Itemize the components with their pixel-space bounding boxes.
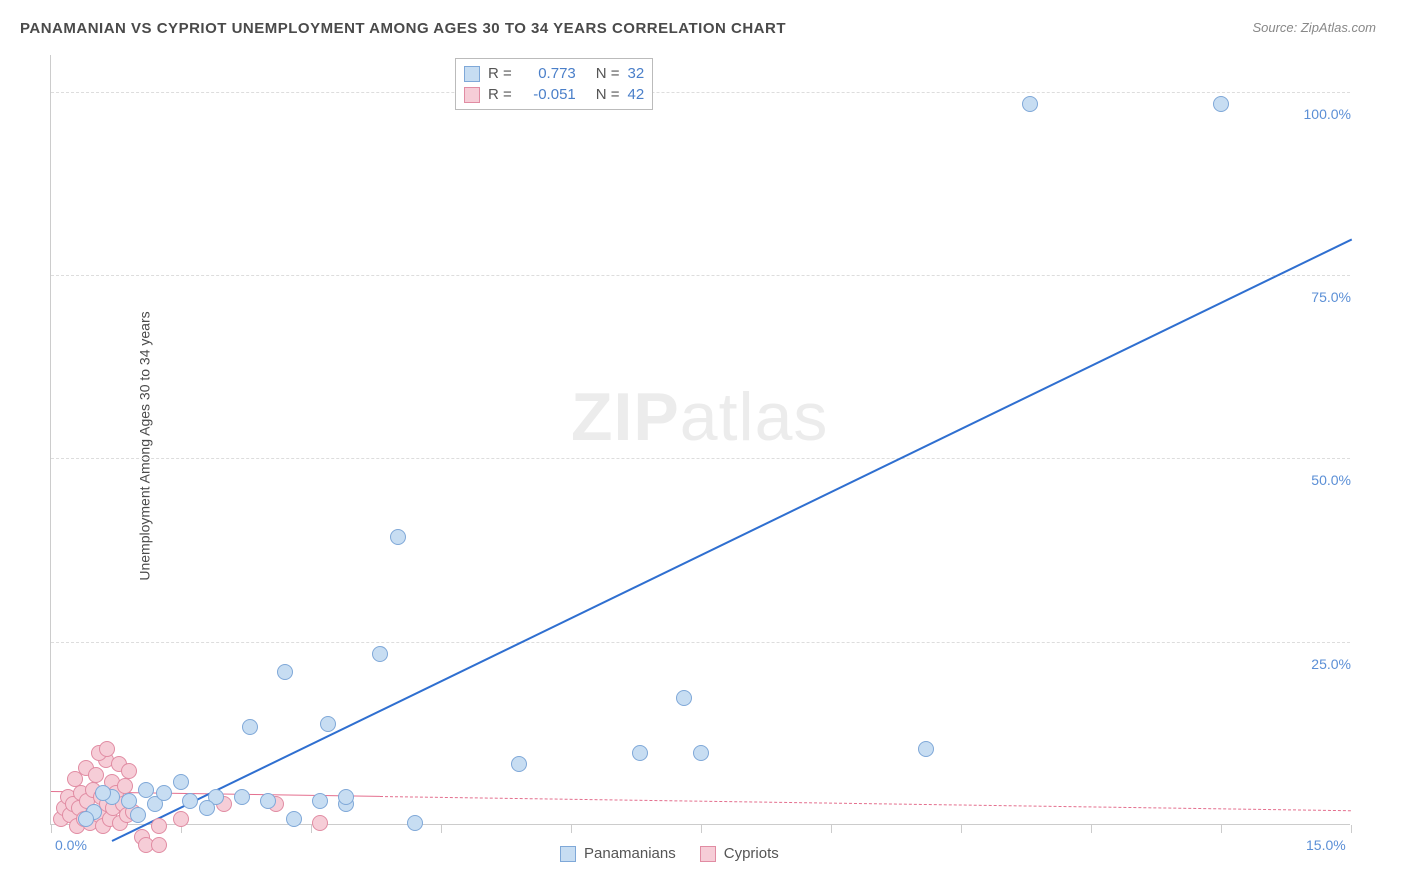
x-tick (701, 825, 702, 833)
r-value: -0.051 (520, 86, 576, 103)
data-point (156, 785, 172, 801)
legend-item: Panamanians (560, 845, 676, 862)
x-tick (1351, 825, 1352, 833)
x-tick (441, 825, 442, 833)
data-point (78, 811, 94, 827)
x-tick (831, 825, 832, 833)
trend-line (111, 238, 1351, 841)
data-point (99, 741, 115, 757)
data-point (121, 793, 137, 809)
x-tick (1091, 825, 1092, 833)
r-value: 0.773 (520, 65, 576, 82)
data-point (312, 793, 328, 809)
correlation-stats-box: R = 0.773 N = 32 R = -0.051 N = 42 (455, 58, 653, 110)
n-value: 32 (628, 65, 645, 82)
data-point (199, 800, 215, 816)
source-attribution: Source: ZipAtlas.com (1252, 20, 1376, 35)
data-point (632, 745, 648, 761)
data-point (117, 778, 133, 794)
data-point (511, 756, 527, 772)
stats-row: R = -0.051 N = 42 (464, 84, 644, 105)
n-label: N = (596, 65, 620, 82)
data-point (338, 789, 354, 805)
n-label: N = (596, 86, 620, 103)
trend-line (380, 796, 1351, 811)
legend-item: Cypriots (700, 845, 779, 862)
data-point (151, 837, 167, 853)
data-point (312, 815, 328, 831)
data-point (151, 818, 167, 834)
n-value: 42 (628, 86, 645, 103)
chart-title: PANAMANIAN VS CYPRIOT UNEMPLOYMENT AMONG… (20, 20, 786, 37)
legend-swatch (464, 66, 480, 82)
data-point (390, 529, 406, 545)
x-tick (51, 825, 52, 833)
data-point (138, 782, 154, 798)
x-tick-label: 15.0% (1306, 837, 1346, 853)
data-point (1022, 96, 1038, 112)
legend-label: Cypriots (724, 845, 779, 862)
watermark-bold: ZIP (571, 379, 680, 455)
gridline (51, 275, 1350, 276)
data-point (88, 767, 104, 783)
legend-swatch (700, 846, 716, 862)
data-point (676, 690, 692, 706)
data-point (277, 664, 293, 680)
gridline (51, 92, 1350, 93)
y-tick-label: 75.0% (1291, 289, 1351, 305)
gridline (51, 642, 1350, 643)
data-point (95, 785, 111, 801)
y-tick-label: 100.0% (1291, 106, 1351, 122)
y-tick-label: 25.0% (1291, 656, 1351, 672)
watermark: ZIPatlas (571, 378, 828, 456)
legend-swatch (560, 846, 576, 862)
legend-label: Panamanians (584, 845, 676, 862)
data-point (260, 793, 276, 809)
data-point (234, 789, 250, 805)
x-tick (961, 825, 962, 833)
data-point (173, 774, 189, 790)
data-point (242, 719, 258, 735)
data-point (121, 763, 137, 779)
legend-swatch (464, 87, 480, 103)
x-tick-label: 0.0% (55, 837, 87, 853)
x-tick (1221, 825, 1222, 833)
data-point (693, 745, 709, 761)
data-point (182, 793, 198, 809)
series-legend: Panamanians Cypriots (560, 845, 779, 862)
data-point (407, 815, 423, 831)
data-point (372, 646, 388, 662)
data-point (173, 811, 189, 827)
x-tick (571, 825, 572, 833)
data-point (918, 741, 934, 757)
data-point (286, 811, 302, 827)
y-tick-label: 50.0% (1291, 472, 1351, 488)
watermark-light: atlas (680, 379, 829, 455)
gridline (51, 458, 1350, 459)
data-point (320, 716, 336, 732)
scatter-plot-area: ZIPatlas 25.0%50.0%75.0%100.0%0.0%15.0% (50, 55, 1350, 825)
r-label: R = (488, 65, 512, 82)
stats-row: R = 0.773 N = 32 (464, 63, 644, 84)
data-point (1213, 96, 1229, 112)
r-label: R = (488, 86, 512, 103)
data-point (130, 807, 146, 823)
